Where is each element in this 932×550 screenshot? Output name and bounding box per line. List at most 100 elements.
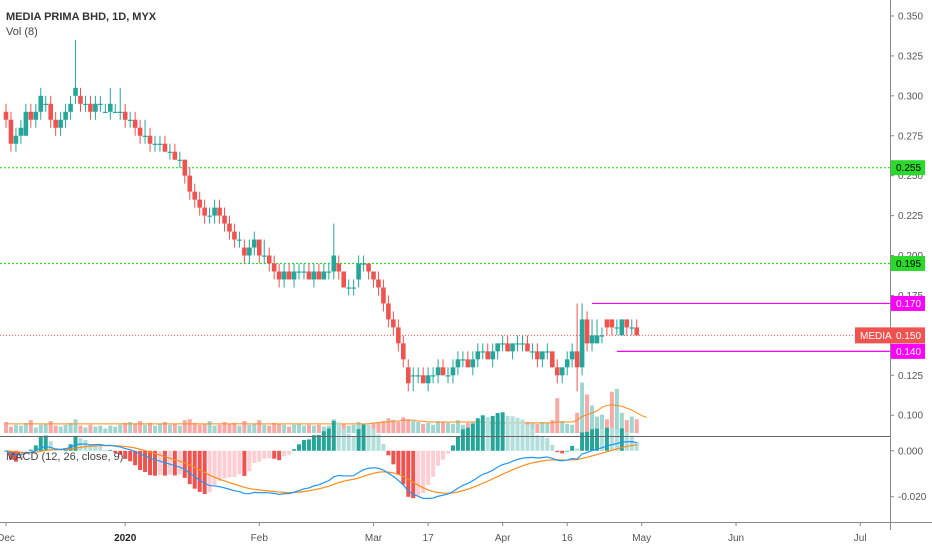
macd-histogram-bar xyxy=(282,450,287,457)
macd-histogram-bar xyxy=(411,450,416,499)
macd-histogram-bar xyxy=(73,436,78,451)
macd-histogram-bar xyxy=(43,435,48,451)
volume-bar xyxy=(187,419,192,433)
candle-body xyxy=(634,327,640,336)
candle-body xyxy=(361,263,366,265)
macd-histogram-bar xyxy=(331,420,336,451)
level-tag xyxy=(891,256,925,272)
macd-histogram-bar xyxy=(366,425,371,451)
macd-histogram-bar xyxy=(351,436,356,451)
candle-body xyxy=(232,231,237,240)
candle-body xyxy=(470,359,476,368)
macd-histogram-bar xyxy=(138,450,143,470)
macd-histogram-bar xyxy=(510,416,515,451)
candle-body xyxy=(371,271,376,280)
volume-bar xyxy=(232,422,237,433)
macd-histogram-bar xyxy=(167,450,172,475)
level-tag xyxy=(891,160,925,176)
candle-body xyxy=(43,103,49,106)
macd-histogram-bar xyxy=(287,450,292,455)
candle-body xyxy=(217,207,222,216)
candle-body xyxy=(475,351,481,360)
candle-body xyxy=(356,263,361,280)
candle-body xyxy=(594,335,600,344)
volume-bar xyxy=(450,423,455,433)
macd-histogram-bar xyxy=(619,428,624,451)
candle-body xyxy=(589,335,595,344)
candle-body xyxy=(386,303,391,320)
time-tick-label: Jul xyxy=(854,533,867,544)
time-tick-label: 2020 xyxy=(114,533,137,544)
candle-body xyxy=(291,271,297,280)
candle-body xyxy=(38,95,44,112)
candle-body xyxy=(376,279,381,288)
level-tag-label: 0.195 xyxy=(896,259,921,270)
candle-body xyxy=(53,119,58,128)
macd-histogram-bar xyxy=(123,450,128,459)
candle-body xyxy=(401,343,406,360)
candles[interactable] xyxy=(3,39,640,392)
level-tag xyxy=(891,295,925,311)
candle-body xyxy=(584,319,590,344)
macd-histogram-bar xyxy=(83,440,88,451)
macd-tick-label: -0.020 xyxy=(898,492,927,503)
volume-bar xyxy=(426,422,431,433)
candle-body xyxy=(28,111,34,120)
macd-histogram-bar xyxy=(301,440,306,451)
last-price-value: 0.150 xyxy=(896,331,921,342)
candle-body xyxy=(549,351,555,368)
candle-body xyxy=(286,271,292,280)
candle-body xyxy=(68,103,73,112)
candle-body xyxy=(33,111,39,120)
macd-histogram-bar xyxy=(505,415,510,451)
volume-bar xyxy=(550,420,555,433)
price-tick-label: 0.100 xyxy=(898,411,923,422)
volume-bar xyxy=(38,424,43,433)
macd-histogram-bar xyxy=(292,449,297,451)
macd-histogram-bar xyxy=(217,450,222,481)
volume-bar xyxy=(530,422,535,433)
candle-body xyxy=(98,103,103,106)
candle-body xyxy=(152,143,158,145)
macd-histogram-bar xyxy=(227,450,232,478)
candle-body xyxy=(73,87,78,96)
macd-histogram-bar xyxy=(242,450,247,476)
macd-histogram-bar xyxy=(555,450,560,453)
volume-bar xyxy=(311,425,316,433)
volume-bar xyxy=(306,424,311,433)
horizontal-levels[interactable] xyxy=(0,167,890,352)
macd-histogram-bar xyxy=(634,441,639,451)
volume-bar xyxy=(545,422,550,433)
volume-bar xyxy=(152,425,157,433)
volume-ma-line xyxy=(6,404,647,425)
macd-histogram-bar xyxy=(192,450,197,489)
time-axis[interactable]: Dec 2020 Feb Mar 17 Apr 16 May Jun Jul xyxy=(0,522,867,544)
volume-bar xyxy=(371,422,376,433)
volume-bar xyxy=(13,424,18,433)
volume-legend: Vol (8) xyxy=(6,26,38,38)
macd-histogram-bar xyxy=(257,450,262,462)
volume-bar xyxy=(282,424,287,433)
macd-histogram-bar xyxy=(311,435,316,451)
macd-histogram-bar xyxy=(207,450,212,493)
macd-pane xyxy=(4,412,639,500)
candle-body xyxy=(415,375,421,377)
candle-body xyxy=(182,159,188,176)
macd-histogram-bar xyxy=(565,450,570,452)
candle-body xyxy=(455,359,461,368)
candle-body xyxy=(48,103,53,120)
candle-body xyxy=(619,319,625,336)
candle-body xyxy=(271,263,277,272)
macd-histogram-bar xyxy=(88,444,93,451)
volume-bar xyxy=(386,418,391,433)
candle-body xyxy=(202,207,207,216)
volume-bar xyxy=(614,389,619,433)
macd-histogram-bar xyxy=(376,434,381,451)
volume-bar xyxy=(242,421,247,433)
macd-histogram-bar xyxy=(13,450,18,462)
volume-bar xyxy=(162,422,167,433)
candle-body xyxy=(624,319,630,328)
macd-histogram-bar xyxy=(540,436,545,451)
candle-body xyxy=(192,191,198,200)
